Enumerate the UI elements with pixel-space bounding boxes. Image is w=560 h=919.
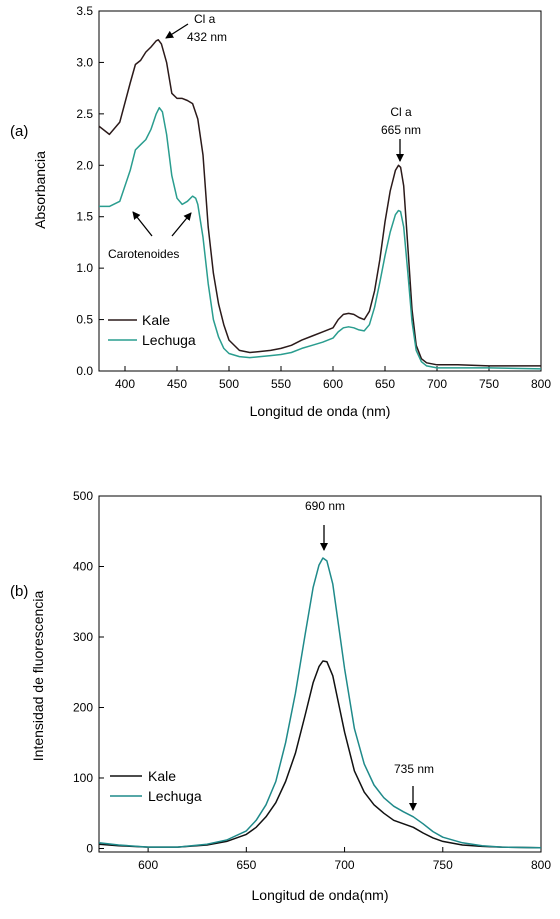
y-tick-label: 2.0 <box>76 158 93 172</box>
x-ticks-b: 600 650 700 750 800 <box>138 847 551 872</box>
x-tick-label: 650 <box>236 858 256 872</box>
series-line-kale <box>98 39 541 367</box>
annotation-cla-665-line2: 665 nm <box>381 123 421 137</box>
annotation-carotenoides: Carotenoides <box>108 247 179 261</box>
series-line-lechuga <box>99 106 542 370</box>
x-tick-label: 550 <box>271 377 291 391</box>
y-tick-label: 2.5 <box>76 107 93 121</box>
y-ticks-b: 0 100 200 300 400 500 <box>73 489 104 855</box>
annotation-690nm: 690 nm <box>305 499 345 513</box>
chart-panel-a: 400 450 500 550 600 650 700 750 800 0.0 0.5 1.0 1.5… <box>10 4 551 419</box>
y-tick-label: 3.5 <box>76 4 93 18</box>
arrow-carotenoides-left-icon <box>132 211 153 237</box>
arrow-carotenoides-right-icon <box>171 212 192 237</box>
annotation-cla-665-line1: Cl a <box>390 105 412 119</box>
y-axis-label-b: Intensidad de fluorescencia <box>30 591 46 762</box>
y-tick-label: 0.5 <box>76 313 93 327</box>
plot-frame-a <box>98 10 542 372</box>
x-axis-label-b: Longitud de onda(nm) <box>252 887 389 903</box>
x-tick-label: 400 <box>115 377 135 391</box>
y-tick-label: 0 <box>86 841 93 855</box>
series-line-kale <box>98 660 542 849</box>
y-tick-label: 500 <box>73 489 93 503</box>
arrow-cla-432-icon <box>165 23 189 39</box>
y-tick-label: 300 <box>73 630 93 644</box>
x-tick-label: 650 <box>375 377 395 391</box>
x-tick-label: 800 <box>531 858 551 872</box>
y-axis-label-a: Absorbancia <box>32 151 48 229</box>
legend-b: Kale Lechuga <box>110 768 202 804</box>
y-tick-label: 400 <box>73 559 93 573</box>
x-tick-label: 700 <box>427 377 447 391</box>
x-tick-label: 750 <box>433 858 453 872</box>
x-tick-label: 750 <box>479 377 499 391</box>
y-tick-label: 200 <box>73 700 93 714</box>
x-tick-label: 700 <box>335 858 355 872</box>
y-tick-label: 3.0 <box>76 55 93 69</box>
legend-label-lechuga-b: Lechuga <box>148 788 202 804</box>
y-tick-label: 1.0 <box>76 261 93 275</box>
x-tick-label: 600 <box>138 858 158 872</box>
legend-label-lechuga-a: Lechuga <box>142 332 196 348</box>
y-tick-label: 100 <box>73 771 93 785</box>
legend-label-kale-a: Kale <box>142 312 170 328</box>
series-lines-b <box>98 557 542 849</box>
legend-label-kale-b: Kale <box>148 768 176 784</box>
annotation-735nm: 735 nm <box>394 762 434 776</box>
x-ticks-a: 400 450 500 550 600 650 700 750 800 <box>115 366 551 391</box>
chart-panel-b: 600 650 700 750 800 0 100 200 300 400 500 (b) Lon… <box>10 489 551 903</box>
plot-frame-b <box>98 495 542 853</box>
series-line-lechuga <box>98 557 542 849</box>
x-tick-label: 500 <box>219 377 239 391</box>
legend-a: Kale Lechuga <box>108 312 196 348</box>
annotation-cla-432-line1: Cl a <box>194 12 216 26</box>
x-tick-label: 450 <box>167 377 187 391</box>
y-ticks-a: 0.0 0.5 1.0 1.5 2.0 2.5 3.0 3.5 <box>76 4 104 378</box>
x-axis-label-a: Longitud de onda (nm) <box>250 403 391 419</box>
annotation-cla-432-line2: 432 nm <box>187 30 227 44</box>
y-tick-label: 1.5 <box>76 210 93 224</box>
panel-label-a: (a) <box>10 123 28 140</box>
x-tick-label: 600 <box>323 377 343 391</box>
panel-label-b: (b) <box>10 583 28 600</box>
y-tick-label: 0.0 <box>76 364 93 378</box>
x-tick-label: 800 <box>531 377 551 391</box>
series-lines-a <box>98 39 542 370</box>
